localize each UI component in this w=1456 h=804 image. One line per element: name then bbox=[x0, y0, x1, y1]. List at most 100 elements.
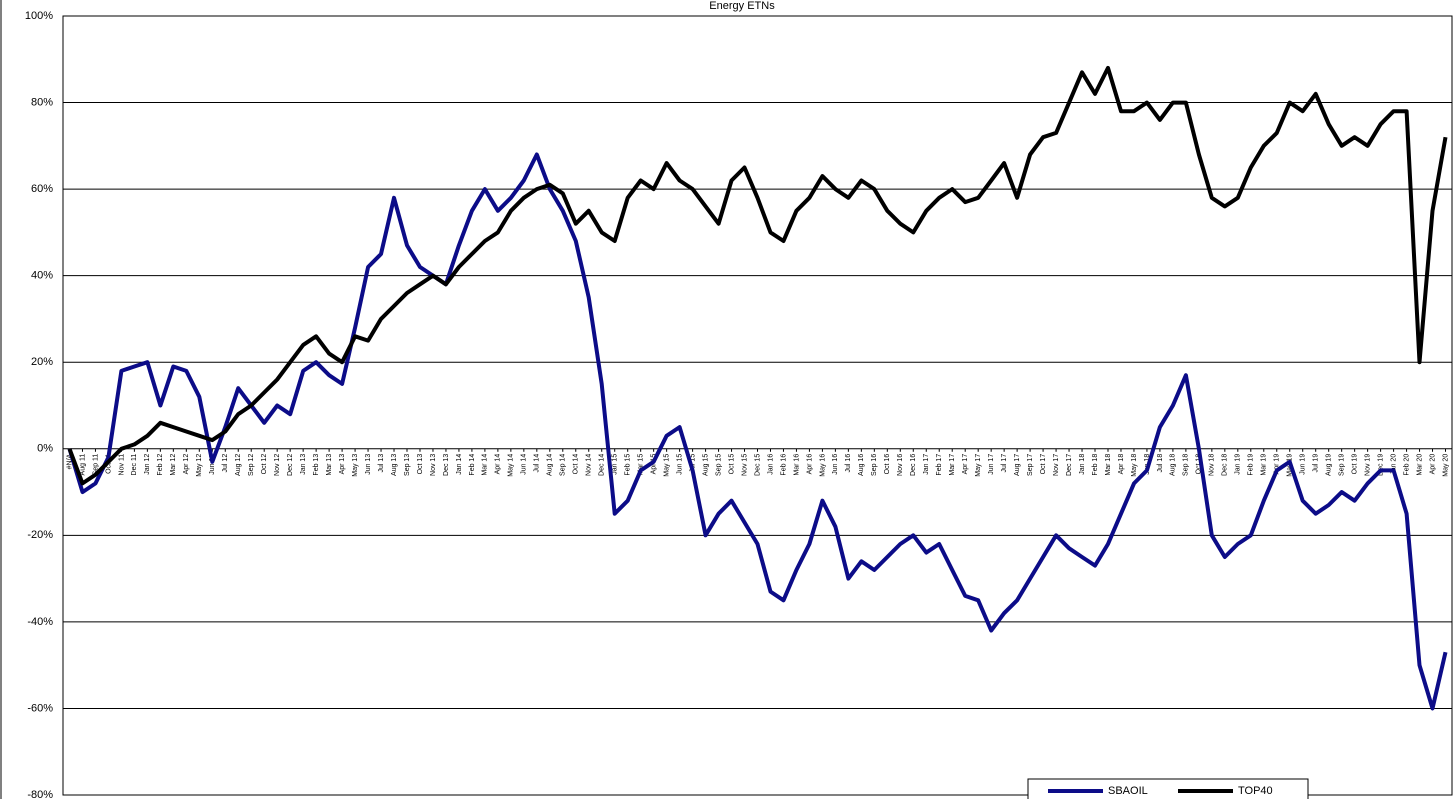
y-tick-label: 40% bbox=[31, 270, 53, 282]
x-tick-label: Aug 15 bbox=[702, 454, 709, 476]
x-tick-label: Mar 12 bbox=[170, 454, 177, 476]
x-tick-label: Mar 14 bbox=[482, 454, 489, 476]
x-tick-label: Feb 12 bbox=[157, 454, 164, 476]
x-tick-label: Feb 20 bbox=[1403, 454, 1410, 476]
x-tick-label: Mar 18 bbox=[1105, 454, 1112, 476]
x-tick-label: Nov 13 bbox=[430, 454, 437, 476]
x-tick-label: May 16 bbox=[819, 454, 826, 477]
x-tick-label: Dec 12 bbox=[287, 454, 294, 476]
x-tick-label: Jun 17 bbox=[988, 454, 995, 475]
y-tick-label: -60% bbox=[27, 702, 53, 714]
x-tick-label: Jul 15 bbox=[689, 454, 696, 473]
chart-title: Energy ETNs bbox=[709, 0, 775, 12]
x-tick-label: Dec 19 bbox=[1377, 454, 1384, 476]
x-tick-label: Jan 12 bbox=[144, 454, 151, 475]
x-tick-label: Jan 20 bbox=[1390, 454, 1397, 475]
x-tick-label: Dec 11 bbox=[131, 454, 138, 476]
x-tick-label: Jun 16 bbox=[832, 454, 839, 475]
x-tick-label: Feb 14 bbox=[469, 454, 476, 476]
x-tick-label: Mar 16 bbox=[793, 454, 800, 476]
x-tick-label: Dec 18 bbox=[1222, 454, 1229, 476]
x-tick-label: Feb 16 bbox=[780, 454, 787, 476]
x-tick-label: Jun 14 bbox=[521, 454, 528, 475]
x-tick-label: Mar 15 bbox=[638, 454, 645, 476]
x-tick-label: Mar 13 bbox=[326, 454, 333, 476]
x-tick-label: Jan 19 bbox=[1235, 454, 1242, 475]
x-tick-label: Jul 12 bbox=[222, 454, 229, 473]
y-tick-label: 80% bbox=[31, 96, 53, 108]
x-tick-label: Oct 15 bbox=[728, 454, 735, 475]
series-line bbox=[67, 65, 1448, 486]
x-tick-label: Jan 14 bbox=[456, 454, 463, 475]
x-tick-label: May 20 bbox=[1442, 454, 1449, 477]
x-tick-label: Apr 13 bbox=[339, 454, 346, 475]
plot-frame bbox=[62, 15, 1453, 796]
x-tick-label: Jun 12 bbox=[209, 454, 216, 475]
x-tick-label: Sep 19 bbox=[1339, 454, 1346, 476]
x-tick-label: Aug 16 bbox=[858, 454, 865, 476]
x-tick-label: May 12 bbox=[196, 454, 203, 477]
x-tick-label: Oct 17 bbox=[1040, 454, 1047, 475]
x-tick-label: Nov 11 bbox=[118, 454, 125, 476]
x-tick-label: Feb 18 bbox=[1092, 454, 1099, 476]
y-tick-label: -40% bbox=[27, 616, 53, 628]
x-tick-label: Jan 18 bbox=[1079, 454, 1086, 475]
x-tick-label: Mar 19 bbox=[1261, 454, 1268, 476]
x-tick-label: Nov 12 bbox=[274, 454, 281, 476]
x-tick-label: Aug 14 bbox=[547, 454, 554, 476]
x-tick-label: Jan 15 bbox=[612, 454, 619, 475]
x-tick-label: Jul 17 bbox=[1001, 454, 1008, 473]
x-tick-label: Feb 17 bbox=[936, 454, 943, 476]
y-tick-label: -80% bbox=[27, 789, 53, 799]
x-tick-label: Aug 18 bbox=[1170, 454, 1177, 476]
x-tick-label: May 13 bbox=[352, 454, 359, 477]
x-tick-label: Feb 19 bbox=[1248, 454, 1255, 476]
series-line bbox=[67, 152, 1448, 711]
x-tick-label: Nov 19 bbox=[1364, 454, 1371, 476]
legend-label: SBAOIL bbox=[1108, 785, 1148, 797]
x-tick-label: Oct 19 bbox=[1351, 454, 1358, 475]
x-tick-label: Oct 16 bbox=[884, 454, 891, 475]
x-tick-label: May 15 bbox=[663, 454, 670, 477]
x-tick-label: Dec 13 bbox=[443, 454, 450, 476]
x-tick-label: Apr 18 bbox=[1118, 454, 1125, 475]
x-tick-label: Jun 15 bbox=[676, 454, 683, 475]
x-tick-label: Jan 16 bbox=[767, 454, 774, 475]
x-tick-label: Oct 14 bbox=[573, 454, 580, 475]
x-tick-label: Jan 17 bbox=[923, 454, 930, 475]
legend-label: TOP40 bbox=[1238, 785, 1273, 797]
x-tick-label: Mar 20 bbox=[1416, 454, 1423, 476]
y-tick-label: 100% bbox=[25, 10, 53, 22]
x-tick-label: Sep 12 bbox=[248, 454, 255, 476]
x-tick-label: Dec 17 bbox=[1066, 454, 1073, 476]
x-tick-label: Nov 17 bbox=[1053, 454, 1060, 476]
x-tick-label: Sep 13 bbox=[404, 454, 411, 476]
y-tick-label: 60% bbox=[31, 183, 53, 195]
x-tick-label: Sep 11 bbox=[92, 454, 99, 476]
x-tick-label: Jul 14 bbox=[534, 454, 541, 473]
x-tick-label: Nov 16 bbox=[897, 454, 904, 476]
x-tick-label: Nov 15 bbox=[741, 454, 748, 476]
x-tick-label: Sep 16 bbox=[871, 454, 878, 476]
y-tick-label: -20% bbox=[27, 529, 53, 541]
x-tick-label: Dec 15 bbox=[754, 454, 761, 476]
x-tick-label: #N/A bbox=[66, 453, 73, 469]
x-tick-label: Dec 14 bbox=[599, 454, 606, 476]
y-tick-label: 20% bbox=[31, 356, 53, 368]
x-tick-label: Jul 19 bbox=[1313, 454, 1320, 473]
x-tick-label: Sep 15 bbox=[715, 454, 722, 476]
x-tick-label: Feb 15 bbox=[625, 454, 632, 476]
x-tick-label: May 18 bbox=[1131, 454, 1138, 477]
x-tick-label: Sep 17 bbox=[1027, 454, 1034, 476]
x-tick-label: Aug 17 bbox=[1014, 454, 1021, 476]
x-tick-label: Jan 13 bbox=[300, 454, 307, 475]
x-tick-label: Apr 12 bbox=[183, 454, 190, 475]
x-tick-label: Aug 13 bbox=[391, 454, 398, 476]
x-tick-label: Feb 13 bbox=[313, 454, 320, 476]
x-tick-label: Jul 18 bbox=[1157, 454, 1164, 473]
x-tick-label: Oct 12 bbox=[261, 454, 268, 475]
x-tick-label: Aug 12 bbox=[235, 454, 242, 476]
x-tick-label: Apr 17 bbox=[962, 454, 969, 475]
x-tick-label: Sep 14 bbox=[560, 454, 567, 476]
